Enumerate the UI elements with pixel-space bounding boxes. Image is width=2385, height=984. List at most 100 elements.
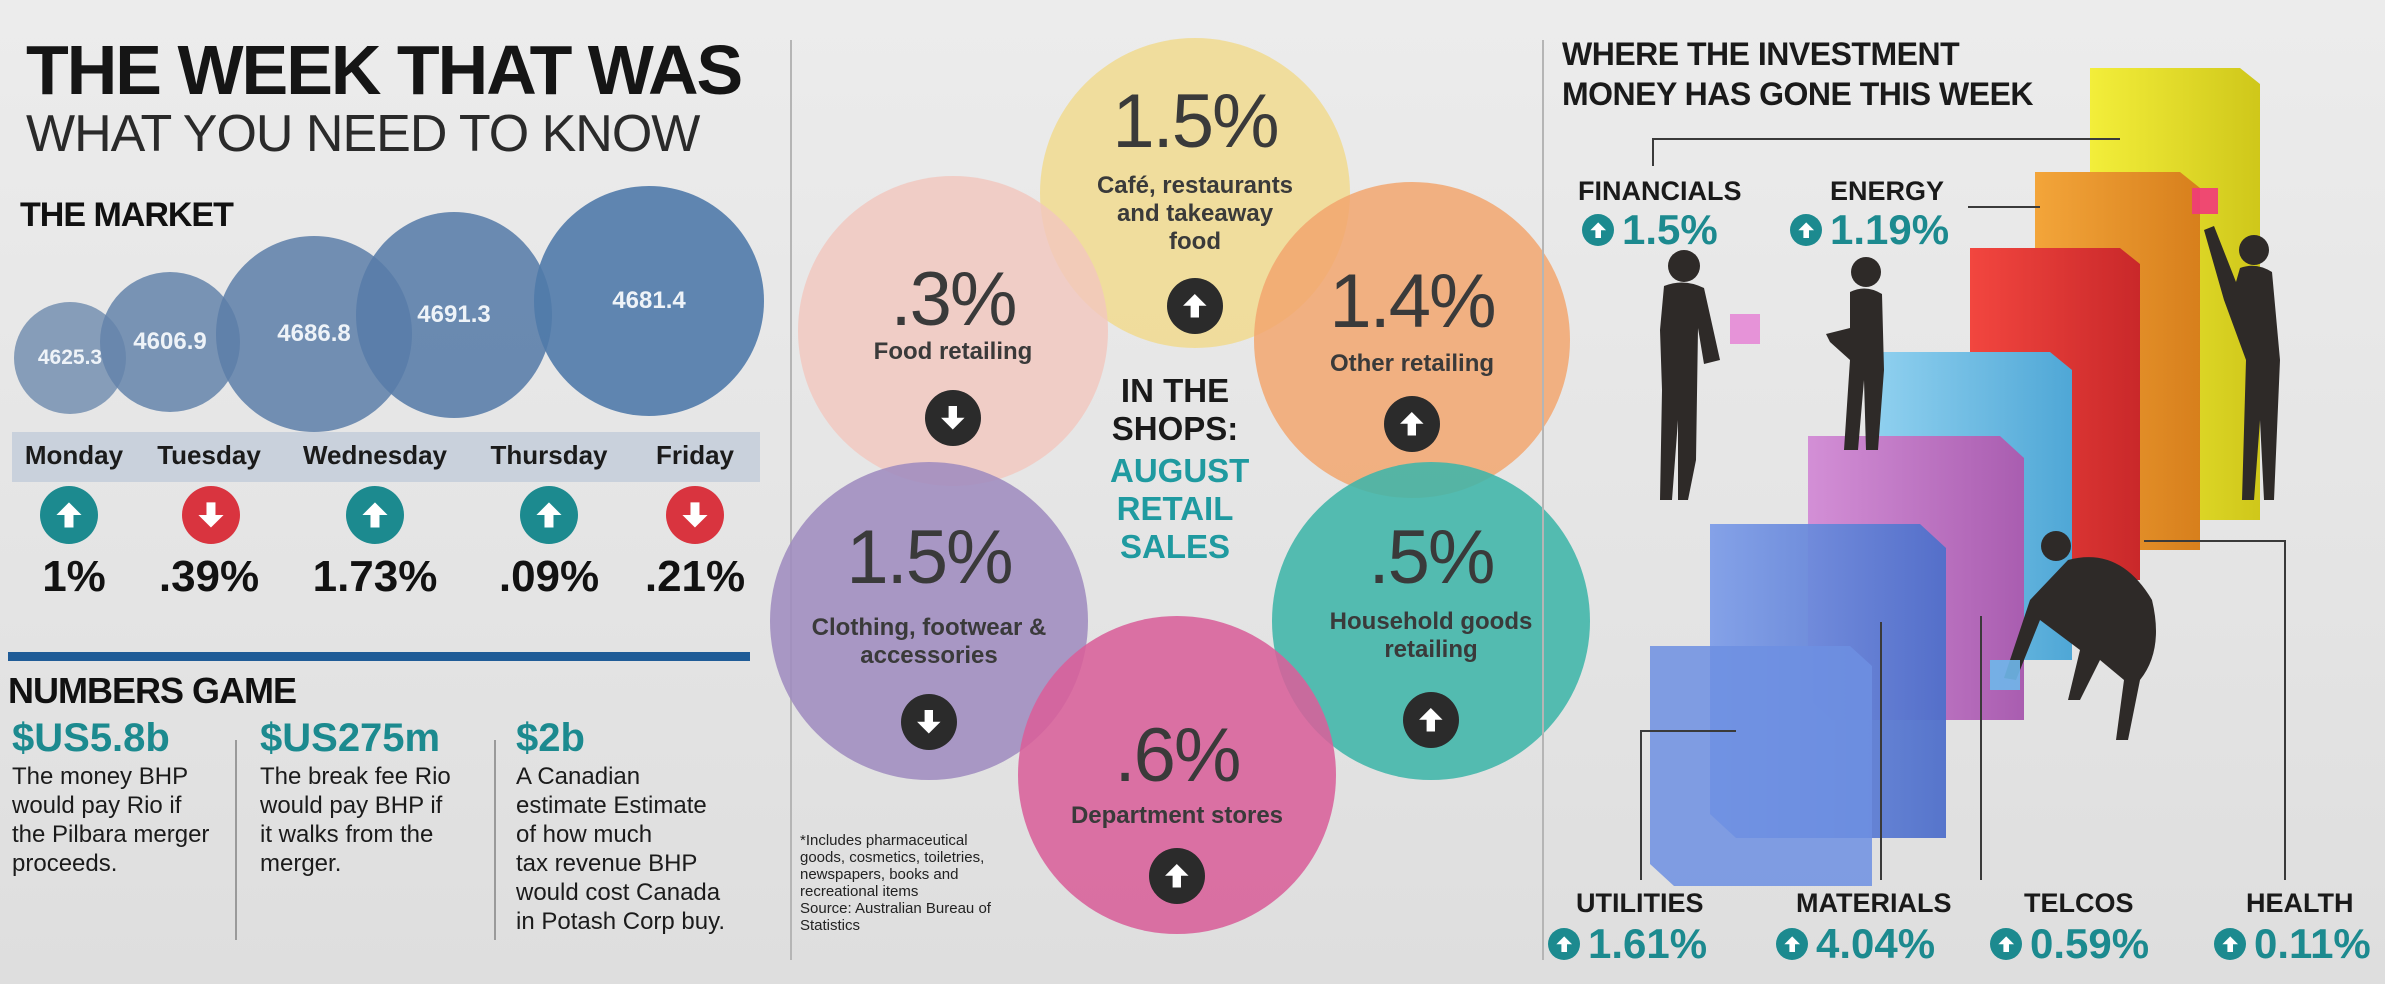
sector-pct-value: 1.19% [1830,206,1950,253]
leader-line [2284,540,2286,880]
retail-circle-food: .3% Food retailing [798,176,1108,486]
retail-label-line: and takeaway [1116,200,1274,227]
retail-label-line: Café, restaurants [1096,172,1294,199]
up-arrow-icon [1990,928,2022,960]
ng-line: The money BHP [12,763,189,790]
up-arrow-icon [346,486,404,544]
sector-pct-utilities: 1.61% [1548,920,1707,968]
footnote-line: Source: Australian Bureau of [800,900,991,917]
retail-label-line: retailing [1384,636,1478,663]
retail-heading-line: AUGUST [1110,452,1250,489]
retail-label-line: food [1169,228,1221,255]
ng-line: it walks from the [260,821,434,848]
ng-text-3: A Canadian estimate Estimate of how much… [516,762,756,936]
ng-line: proceeds. [12,850,118,877]
index-value: 4691.3 [417,301,491,328]
retail-circle-clothing: 1.5% Clothing, footwear & accessories [770,462,1088,780]
investment-heading-line: WHERE THE INVESTMENT [1562,36,1960,72]
retail-label: Café, restaurants and takeaway food [1040,172,1350,256]
footnote-line: *Includes pharmaceutical [800,832,968,849]
retail-pct: 1.4% [1329,259,1496,344]
sector-pct-value: 1.5% [1622,206,1718,253]
sector-pct-value: 0.59% [2030,920,2150,967]
sector-name-health: HEALTH [2246,888,2354,918]
ng-line: would pay BHP if [260,792,443,819]
sector-name-telcos: TELCOS [2024,888,2134,918]
column-divider [494,740,496,940]
sector-pct-financials: 1.5% [1582,206,1718,254]
retail-label-line: Department stores [1070,802,1284,829]
ng-amount-2: $US275m [260,716,441,760]
retail-heading-line: IN THE [1120,372,1230,409]
sector-pct-value: 1.61% [1588,920,1708,967]
retail-label: Food retailing [798,338,1108,366]
ng-line: would pay Rio if [12,792,182,819]
ng-line: of how much [516,821,653,848]
retail-pct: 1.5% [846,515,1013,600]
retail-label: Clothing, footwear & accessories [770,614,1088,670]
ng-line: in Potash Corp buy. [516,908,726,935]
up-arrow-icon [1776,928,1808,960]
market-bubble-friday: 4681.4 [534,186,764,416]
retail-circle-other: 1.4% Other retailing [1254,182,1570,498]
sector-name-financials: FINANCIALS [1578,176,1742,206]
change-monday: 1% [42,552,106,601]
section-divider [8,652,750,661]
up-arrow-icon [2214,928,2246,960]
leader-line [2144,540,2286,542]
investment-heading-line: MONEY HAS GONE THIS WEEK [1562,76,2034,112]
ng-line: The break fee Rio [260,763,451,790]
up-arrow-icon [1384,396,1440,452]
numbers-game-heading: NUMBERS GAME [8,670,297,711]
up-arrow-icon [520,486,578,544]
leader-line [1640,730,1642,880]
up-arrow-icon [1403,692,1459,748]
footnote-line: goods, cosmetics, toiletries, [800,849,985,866]
market-bubble-thursday: 4691.3 [356,212,552,418]
retail-label: Other retailing [1254,350,1570,378]
day-label-monday: Monday [24,440,124,470]
index-value: 4625.3 [37,346,103,369]
ng-text-1: The money BHP would pay Rio if the Pilba… [12,762,232,878]
leader-line [1652,138,2120,140]
panel-divider [1542,40,1544,960]
column-divider [235,740,237,940]
leader-line [1652,138,1654,166]
retail-heading-line: SHOPS: [1111,410,1239,447]
investment-illustration [1650,68,2280,886]
retail-pct: .3% [890,257,1018,342]
retail-label-line: Food retailing [873,338,1033,365]
retail-heading-line: SALES [1119,528,1231,565]
ng-line: A Canadian [516,763,641,790]
ng-line: merger. [260,850,342,877]
sector-pct-materials: 4.04% [1776,920,1935,968]
ng-line: the Pilbara merger [12,821,210,848]
sector-name-utilities: UTILITIES [1576,888,1704,918]
footnote-line: Statistics [800,917,861,934]
sector-pct-value: 0.11% [2254,920,2371,967]
investment-heading: WHERE THE INVESTMENT MONEY HAS GONE THIS… [1562,34,2034,114]
sector-pct-telcos: 0.59% [1990,920,2149,968]
retail-label-line: accessories [860,642,998,669]
up-arrow-icon [1582,214,1614,246]
panel-divider [790,40,792,960]
retail-pct: 1.5% [1112,79,1279,164]
ng-line: tax revenue BHP [516,850,698,877]
retail-heading: IN THE SHOPS: AUGUST RETAIL SALES [1110,372,1250,566]
retail-label-line: Household goods [1329,608,1533,635]
down-arrow-icon [666,486,724,544]
ng-line: would cost Canada [516,879,721,906]
day-label-thursday: Thursday [490,440,608,470]
ng-amount-1: $US5.8b [12,716,170,760]
up-arrow-icon [1167,278,1223,334]
sector-name-energy: ENERGY [1830,176,1945,206]
down-arrow-icon [925,390,981,446]
change-wednesday: 1.73% [312,552,438,601]
sector-pct-value: 4.04% [1816,920,1936,967]
leader-line [1880,622,1882,880]
day-label-wednesday: Wednesday [302,440,447,470]
retail-circle-department: .6% Department stores [1018,616,1336,934]
up-arrow-icon [1548,928,1580,960]
ng-amount-3: $2b [516,716,585,760]
